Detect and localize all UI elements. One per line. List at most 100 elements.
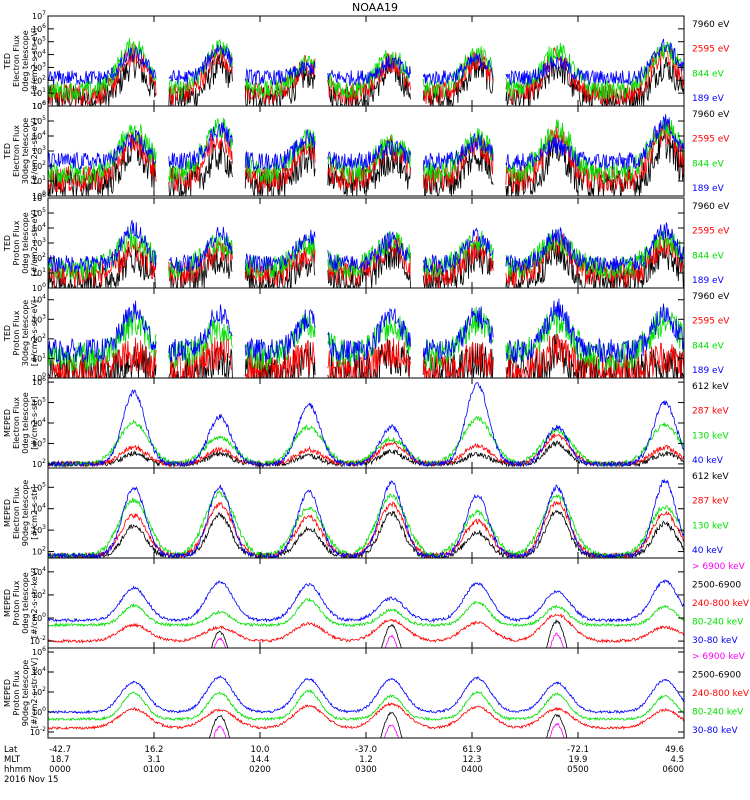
- series-blue: [48, 478, 684, 558]
- legend-entry: 2595 eV: [692, 135, 730, 145]
- y-tick-label: 103: [32, 437, 46, 448]
- y-tick-label: 102: [32, 458, 46, 469]
- y-tick-label: 106: [32, 23, 46, 34]
- lat-tick-label: -37.0: [355, 745, 377, 755]
- mlt-tick-label: 4.5: [670, 755, 684, 765]
- y-tick-label: 102: [32, 252, 46, 263]
- svg-text:Proton Flux: Proton Flux: [12, 580, 21, 625]
- series-red: [48, 333, 684, 378]
- svg-text:0deg telescope: 0deg telescope: [21, 392, 30, 453]
- y-tick-label: 103: [32, 313, 46, 324]
- legend-entry: 844 eV: [692, 159, 725, 169]
- y-axis-label: TED Proton Flux 0deg telescope [#/cm2-s-str…: [3, 210, 39, 276]
- svg-text:[#/cm2-s-str]: [#/cm2-s-str]: [30, 486, 39, 539]
- legend-entry: 40 keV: [692, 546, 724, 556]
- mlt-tick-label: 19.9: [569, 755, 588, 765]
- legend-entry: 30-80 keV: [692, 726, 738, 736]
- y-tick-label: 100: [32, 372, 46, 383]
- svg-text:Electron Flux: Electron Flux: [12, 397, 21, 449]
- svg-text:Electron Flux: Electron Flux: [12, 35, 21, 87]
- svg-text:30deg telescope: 30deg telescope: [21, 300, 30, 367]
- legend-entry: 844 eV: [692, 341, 725, 351]
- legend-entry: > 6900 keV: [692, 562, 746, 572]
- legend-entry: 40 keV: [692, 456, 724, 466]
- legend-entry: 130 keV: [692, 521, 729, 531]
- svg-text:[#/cm2-s-str-eV]: [#/cm2-s-str-eV]: [30, 118, 39, 184]
- legend: 612 keV 287 keV 130 keV 40 keV: [692, 382, 729, 466]
- series-blue: [48, 298, 684, 364]
- y-tick-label: 101: [32, 87, 46, 98]
- legend-entry: 240-800 keV: [692, 599, 750, 609]
- y-tick-label: 104: [32, 666, 46, 677]
- svg-text:[#/cm2-s-str-eV]: [#/cm2-s-str-eV]: [30, 210, 39, 276]
- panel-5: 102 103 104 105 106 MEPED Electron Flux 0deg te…: [3, 376, 729, 469]
- legend-entry: 130 keV: [692, 431, 729, 441]
- legend-entry: 7960 eV: [692, 20, 730, 30]
- series-green: [48, 490, 684, 558]
- y-tick-label: 100: [32, 282, 46, 293]
- y-tick-label: 10-2: [30, 635, 46, 646]
- time-tick-label: 0200: [249, 765, 271, 775]
- y-tick-label: 104: [32, 130, 46, 141]
- y-tick-label: 100: [32, 612, 46, 623]
- legend-entry: 189 eV: [692, 184, 725, 194]
- lat-tick-label: -42.7: [49, 745, 71, 755]
- y-tick-label: 105: [32, 207, 46, 218]
- series-green: [48, 38, 684, 101]
- panel-3: 100 101 102 103 104 105 106 TED Proton Flux 0deg …: [3, 192, 730, 293]
- svg-text:90deg telescope: 90deg telescope: [21, 480, 30, 547]
- time-tick-label: 0000: [49, 765, 71, 775]
- legend-entry: 2595 eV: [692, 227, 730, 237]
- legend-entry: 7960 eV: [692, 110, 730, 120]
- y-tick-label: 102: [32, 686, 46, 697]
- legend-entry: 2595 eV: [692, 45, 730, 55]
- lat-tick-label: 49.6: [665, 745, 684, 755]
- legend-entry: 612 keV: [692, 472, 729, 482]
- series-red: [48, 120, 684, 194]
- y-tick-label: 103: [32, 237, 46, 248]
- y-tick-label: 10-2: [30, 726, 46, 737]
- legend: 612 keV 287 keV 130 keV 40 keV: [692, 472, 729, 556]
- x-row-label: Lat: [4, 745, 18, 755]
- y-tick-label: 101: [32, 267, 46, 278]
- y-axis-label: MEPED Electron Flux 90deg telescope [#/cm2-…: [3, 480, 39, 547]
- legend: 7960 eV 2595 eV 844 eV 189 eV: [692, 202, 730, 286]
- legend-entry: 287 keV: [692, 497, 729, 507]
- y-tick-label: 105: [32, 481, 46, 492]
- lat-tick-label: 10.0: [251, 745, 270, 755]
- y-tick-label: 105: [32, 397, 46, 408]
- mlt-tick-label: 3.1: [147, 755, 161, 765]
- y-tick-label: 106: [32, 646, 46, 657]
- panel-frame: [47, 377, 685, 469]
- y-tick-label: 105: [32, 36, 46, 47]
- svg-text:MEPED: MEPED: [3, 409, 12, 437]
- y-tick-label: 104: [32, 417, 46, 428]
- svg-text:MEPED: MEPED: [3, 679, 12, 707]
- page-title: NOAA19: [351, 1, 399, 14]
- svg-text:Electron Flux: Electron Flux: [12, 487, 21, 539]
- y-tick-label: 103: [32, 524, 46, 535]
- legend-entry: 80-240 keV: [692, 618, 744, 628]
- y-tick-label: 102: [32, 160, 46, 171]
- series-green: [48, 689, 684, 722]
- svg-text:TED: TED: [3, 53, 12, 70]
- svg-text:30deg telescope: 30deg telescope: [21, 118, 30, 185]
- time-tick-label: 0500: [567, 765, 589, 775]
- svg-text:MEPED: MEPED: [3, 589, 12, 617]
- mlt-tick-label: 1.2: [359, 755, 373, 765]
- svg-text:[#/cm2-s-str-eV]: [#/cm2-s-str-eV]: [30, 300, 39, 366]
- x-row-label: hhmm: [4, 765, 31, 775]
- series-red: [48, 432, 684, 468]
- y-tick-label: 102: [32, 74, 46, 85]
- legend-entry: 2595 eV: [692, 317, 730, 327]
- legend: 7960 eV 2595 eV 844 eV 189 eV: [692, 20, 730, 104]
- legend-entry: 287 keV: [692, 407, 729, 417]
- svg-text:[#/cm2-s-str-eV]: [#/cm2-s-str-eV]: [30, 28, 39, 94]
- y-axis-label: MEPED Electron Flux 0deg telescope [#/cm2-s…: [3, 392, 39, 453]
- legend: 7960 eV 2595 eV 844 eV 189 eV: [692, 110, 730, 194]
- y-tick-label: 104: [32, 503, 46, 514]
- legend: > 6900 keV 2500-6900 240-800 keV 80-240 keV…: [692, 562, 750, 646]
- series-green: [48, 597, 684, 628]
- y-tick-label: 101: [32, 352, 46, 363]
